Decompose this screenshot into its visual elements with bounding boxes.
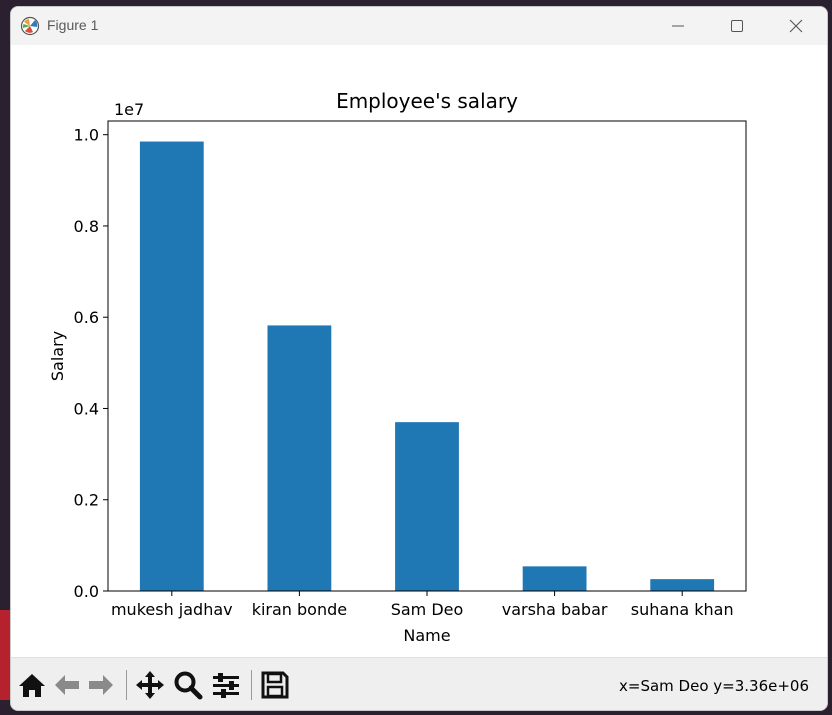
maximize-button[interactable] — [708, 7, 766, 45]
figure-window: Figure 1 mukesh jadhav kiran bonde Sam Deo… — [10, 6, 828, 711]
configure-subplots-icon — [213, 673, 239, 698]
y-axis-offset-label: 1e7 — [114, 100, 144, 119]
x-tick-label: kiran bonde — [252, 600, 347, 619]
pan-button[interactable] — [134, 669, 166, 701]
x-tick-label: varsha babar — [502, 600, 608, 619]
forward-arrow-icon — [89, 675, 113, 695]
minimize-button[interactable] — [649, 7, 707, 45]
chart-title: Employee's salary — [336, 89, 518, 113]
back-arrow-icon — [55, 675, 79, 695]
close-button[interactable] — [767, 7, 825, 45]
home-icon — [19, 674, 45, 697]
forward-button[interactable] — [85, 669, 117, 701]
axes-frame — [107, 120, 747, 592]
x-tick-label: Sam Deo — [391, 600, 464, 619]
maximize-icon — [731, 20, 743, 32]
back-button[interactable] — [51, 669, 83, 701]
toolbar-separator — [251, 670, 252, 700]
zoom-icon — [174, 671, 203, 700]
bar — [267, 325, 332, 591]
home-button[interactable] — [16, 669, 48, 701]
x-tick-label: mukesh jadhav — [111, 600, 233, 619]
close-icon — [789, 19, 803, 33]
y-tick-label: 0.8 — [74, 217, 99, 236]
y-tick-label: 0.4 — [74, 399, 99, 418]
y-tick-label: 0.0 — [74, 582, 99, 601]
bar-chart: mukesh jadhav kiran bonde Sam Deo varsha ba… — [48, 89, 747, 645]
cursor-coordinates: x=Sam Deo y=3.36e+06 — [619, 677, 809, 695]
save-button[interactable] — [259, 669, 291, 701]
x-tick-label: suhana khan — [631, 600, 734, 619]
bar — [650, 579, 715, 591]
window-title: Figure 1 — [47, 17, 99, 33]
bar — [139, 141, 204, 591]
y-tick-label: 0.6 — [74, 308, 99, 327]
toolbar-separator — [126, 670, 127, 700]
save-icon — [261, 671, 289, 699]
x-axis-label: Name — [403, 626, 450, 645]
y-tick-label: 0.2 — [74, 491, 99, 510]
desktop-background-strip — [0, 610, 12, 700]
configure-subplots-button[interactable] — [210, 669, 242, 701]
y-tick-label: 1.0 — [74, 126, 99, 145]
figure-canvas[interactable]: mukesh jadhav kiran bonde Sam Deo varsha ba… — [11, 45, 827, 657]
title-bar[interactable]: Figure 1 — [11, 7, 827, 46]
navigation-toolbar: x=Sam Deo y=3.36e+06 — [11, 657, 827, 710]
y-axis-label: Salary — [48, 331, 67, 381]
minimize-icon — [672, 25, 684, 27]
bar — [395, 422, 459, 591]
pan-icon — [136, 671, 164, 699]
zoom-button[interactable] — [172, 669, 204, 701]
matplotlib-logo-icon — [20, 16, 40, 36]
bar — [522, 566, 587, 591]
